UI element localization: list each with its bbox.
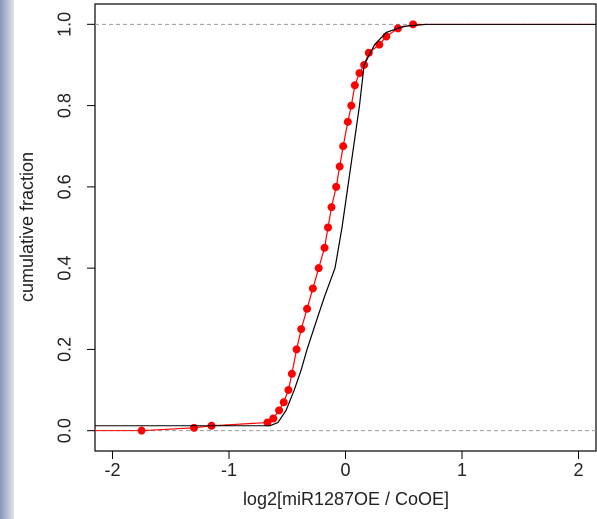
cdf-point [269, 414, 278, 423]
y-tick-label: 0.2 [55, 337, 75, 362]
x-tick-label: -1 [221, 460, 237, 480]
cdf-point [339, 142, 348, 151]
x-axis-title: log2[miR1287OE / CoOE] [243, 489, 449, 509]
background-strip [0, 0, 14, 519]
cdf-point [303, 304, 312, 313]
cdf-point [297, 325, 306, 334]
cdf-point [263, 418, 272, 427]
cdf-point [320, 243, 329, 252]
cdf-point [324, 223, 333, 232]
cdf-point [332, 182, 341, 191]
cdf-point [382, 32, 391, 41]
plot-frame [94, 3, 597, 452]
x-tick-label: 1 [457, 460, 467, 480]
y-axis-title: cumulative fraction [17, 152, 37, 302]
cdf-point [137, 426, 146, 435]
cdf-point [347, 101, 356, 110]
cdf-point [275, 406, 284, 415]
cdf-point [409, 20, 418, 29]
cdf-point [308, 284, 317, 293]
cdf-point [284, 386, 293, 395]
cdf-point [292, 345, 301, 354]
cdf-point [355, 69, 364, 78]
y-tick-label: 0.8 [55, 93, 75, 118]
y-tick-label: 0.0 [55, 418, 75, 443]
cdf-line [141, 23, 414, 432]
x-tick-label: -2 [104, 460, 120, 480]
y-tick-label: 0.6 [55, 174, 75, 199]
cdf-point [327, 203, 336, 212]
y-tick-label: 1.0 [55, 12, 75, 37]
x-tick-label: 2 [574, 460, 584, 480]
cdf-line [269, 23, 428, 427]
cdf-point [343, 117, 352, 126]
cdf-point [350, 81, 359, 90]
cdf-point [335, 162, 344, 171]
cdf-point [314, 264, 323, 273]
x-tick-label: 0 [340, 460, 350, 480]
cdf-point [190, 423, 199, 432]
cdf-point [287, 369, 296, 378]
y-tick-label: 0.4 [55, 256, 75, 281]
cdf-point [279, 398, 288, 407]
